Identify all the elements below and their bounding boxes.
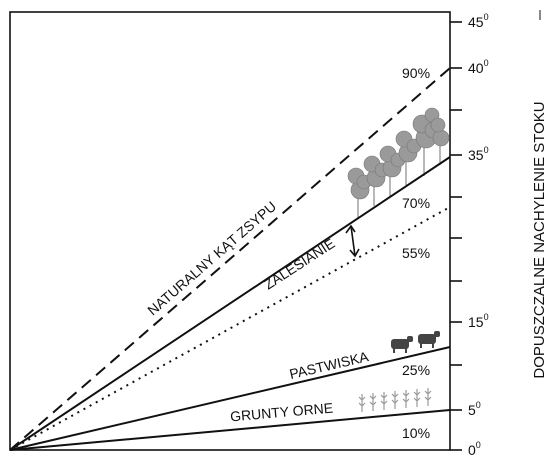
- zone-label: NATURALNY KĄT ZSYPU: [144, 198, 279, 318]
- axis-title: DOPUSZCZALNE NACHYLENIE STOKU: [531, 101, 548, 378]
- tick-label: 400: [468, 58, 489, 76]
- zone-label: PASTWISKA: [288, 348, 371, 382]
- percent-label: 55%: [402, 245, 430, 261]
- crops: [359, 388, 431, 412]
- tick-label: 450: [468, 12, 489, 30]
- percent-label: 90%: [402, 65, 430, 81]
- double-arrow: [346, 226, 359, 256]
- percent-label: 70%: [402, 195, 430, 211]
- diagram: 00 50 150 350 400 450 NATURALNY KĄT ZSYP…: [0, 0, 548, 456]
- ticks: [450, 22, 462, 450]
- tick-label: 00: [468, 440, 481, 456]
- percent-label: 10%: [402, 425, 430, 441]
- tick-label: 150: [468, 312, 489, 330]
- tick-label: 350: [468, 145, 489, 163]
- zone-label: GRUNTY ORNE: [229, 400, 333, 425]
- percent-label: 25%: [402, 362, 430, 378]
- cows: [391, 331, 440, 353]
- trees: [348, 108, 449, 218]
- tick-label: 50: [468, 400, 481, 418]
- zone-label: ZALESIANIE: [261, 235, 338, 292]
